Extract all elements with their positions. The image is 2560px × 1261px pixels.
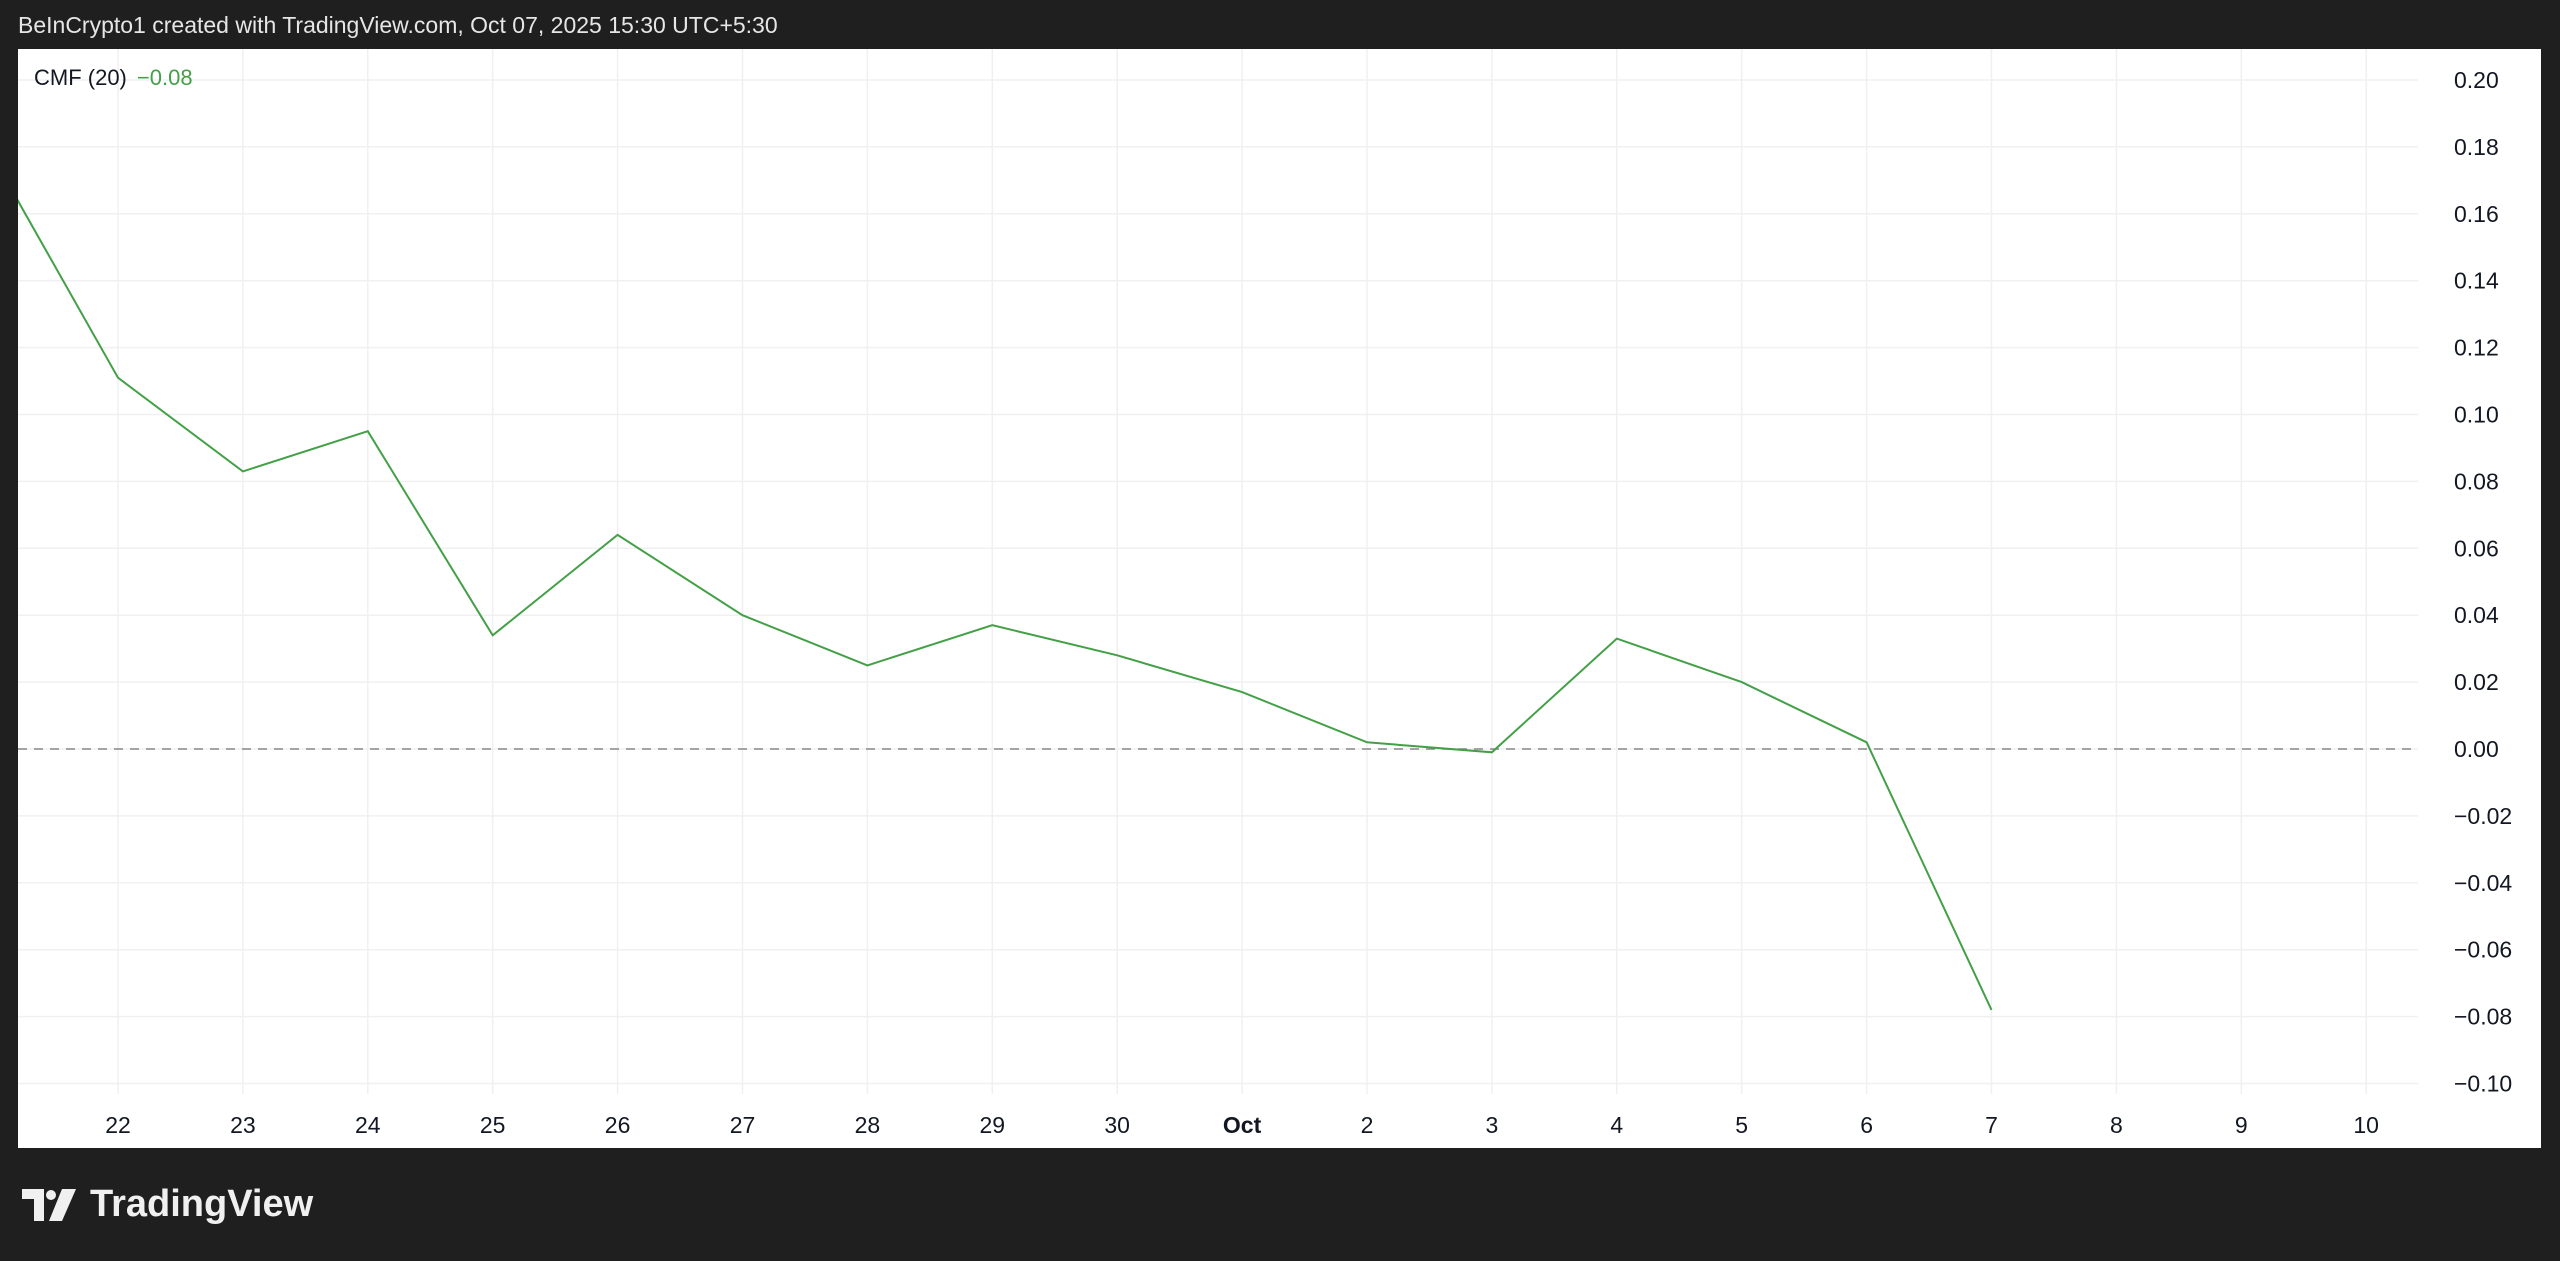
x-tick-label: 2 <box>1361 1112 1374 1138</box>
x-tick-label: 23 <box>230 1112 256 1138</box>
x-tick-label: 29 <box>980 1112 1006 1138</box>
x-tick-label: 4 <box>1610 1112 1623 1138</box>
chart-panel[interactable]: CMF (20) −0.08 0.20 0.18 0.16 0.14 0.12 0.10 0.… <box>18 49 2541 1148</box>
x-tick-label: 26 <box>605 1112 631 1138</box>
x-tick-label: 10 <box>2353 1112 2379 1138</box>
x-tick-label: 22 <box>105 1112 131 1138</box>
indicator-legend[interactable]: CMF (20) −0.08 <box>34 65 193 91</box>
x-tick-label: 6 <box>1860 1112 1873 1138</box>
cmf-chart: 0.20 0.18 0.16 0.14 0.12 0.10 0.08 0.06 0.04 0.02… <box>18 49 2512 1138</box>
x-tick-label: 30 <box>1104 1112 1130 1138</box>
indicator-value: −0.08 <box>136 65 193 90</box>
x-tick-label: 5 <box>1735 1112 1748 1138</box>
tradingview-brand: TradingView <box>22 1183 313 1226</box>
x-tick-label: 28 <box>855 1112 881 1138</box>
y-tick-label: 0.14 <box>2454 268 2499 294</box>
x-tick-label: 8 <box>2110 1112 2123 1138</box>
x-tick-label: 24 <box>355 1112 381 1138</box>
y-tick-label: 0.12 <box>2454 335 2499 361</box>
y-tick-label: 0.20 <box>2454 67 2499 93</box>
brand-name: TradingView <box>90 1183 314 1225</box>
y-tick-label: −0.04 <box>2454 870 2512 896</box>
chart-header: BeInCrypto1 created with TradingView.com… <box>18 12 778 38</box>
indicator-name: CMF (20) <box>34 65 127 90</box>
x-tick-label: 3 <box>1486 1112 1499 1138</box>
y-tick-label: 0.04 <box>2454 602 2499 628</box>
y-tick-label: 0.00 <box>2454 736 2499 762</box>
cmf-line <box>18 198 1993 1011</box>
y-tick-label: −0.02 <box>2454 803 2512 829</box>
y-tick-label: −0.08 <box>2454 1004 2512 1030</box>
x-tick-label: 7 <box>1985 1112 1998 1138</box>
y-tick-label: 0.06 <box>2454 535 2499 561</box>
y-tick-label: 0.08 <box>2454 468 2499 494</box>
x-tick-label: 25 <box>480 1112 506 1138</box>
y-tick-label: 0.02 <box>2454 669 2499 695</box>
y-tick-label: 0.10 <box>2454 402 2499 428</box>
x-tick-label: 27 <box>730 1112 756 1138</box>
tradingview-logo-icon <box>22 1188 76 1221</box>
x-tick-label: 9 <box>2235 1112 2248 1138</box>
y-tick-label: 0.18 <box>2454 134 2499 160</box>
y-tick-label: 0.16 <box>2454 201 2499 227</box>
x-tick-label: Oct <box>1223 1112 1262 1138</box>
y-tick-label: −0.10 <box>2454 1071 2512 1097</box>
y-tick-label: −0.06 <box>2454 937 2512 963</box>
